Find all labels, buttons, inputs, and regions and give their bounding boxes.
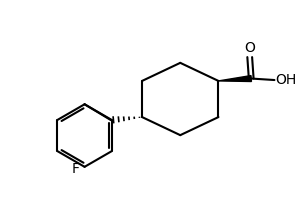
Text: O: O	[244, 41, 255, 55]
Text: OH: OH	[275, 73, 297, 87]
Polygon shape	[218, 76, 252, 82]
Text: F: F	[71, 162, 79, 176]
